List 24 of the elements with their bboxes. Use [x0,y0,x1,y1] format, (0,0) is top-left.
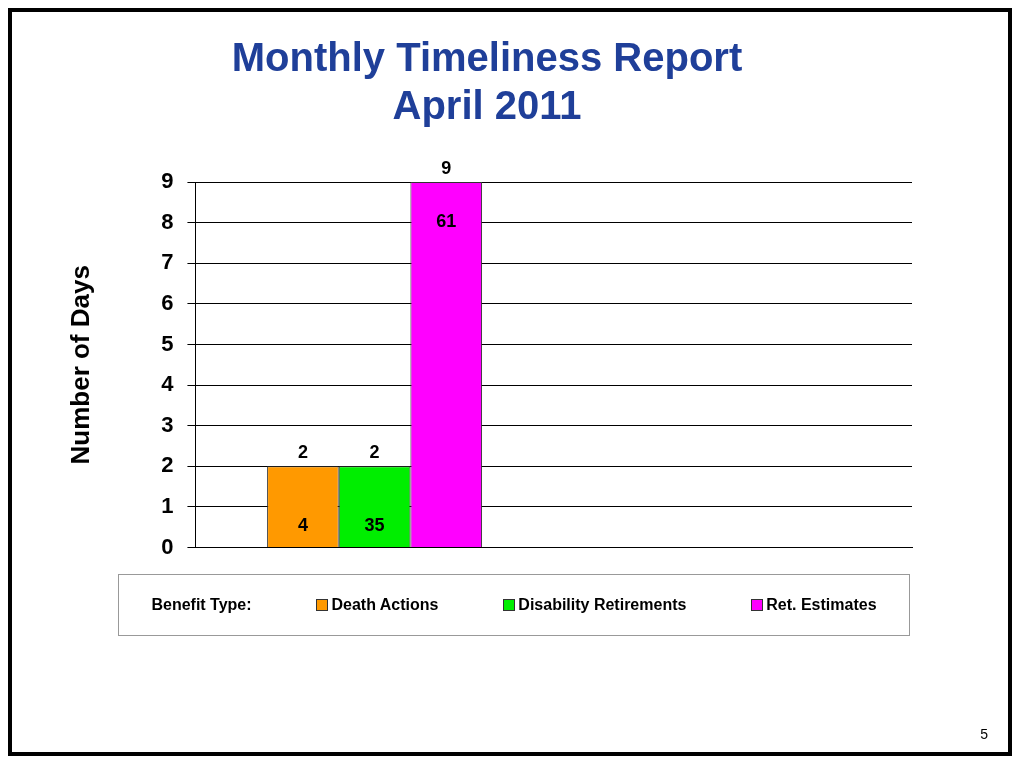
y-tick-label: 2 [161,452,174,478]
chart-subtitle: April 2011 [392,83,582,128]
data-label: 9 [441,157,452,178]
legend-label: Ret. Estimates [765,596,877,614]
data-label: 2 [369,442,380,463]
y-tick-label: 5 [161,330,174,356]
y-tick-label: 8 [161,208,174,234]
annotation: 4 [297,514,308,535]
annotation: 35 [364,514,385,535]
chart-title: Monthly Timeliness Report [231,35,743,80]
y-tick-label: 4 [161,371,175,397]
y-tick-label: 3 [161,411,174,437]
y-tick-label: 7 [161,249,174,275]
y-tick-label: 0 [161,533,174,559]
legend-label: Disability Retirements [517,596,687,614]
legend-label: Death Actions [330,596,439,614]
y-tick-label: 9 [161,168,174,194]
y-axis-title: Number of Days [64,265,95,465]
legend-title: Benefit Type: [151,596,252,614]
annotation: 61 [436,210,457,231]
data-label: 2 [297,442,308,463]
y-tick-label: 1 [161,493,174,519]
y-tick-label: 6 [161,289,174,315]
text: 5 [980,726,988,742]
